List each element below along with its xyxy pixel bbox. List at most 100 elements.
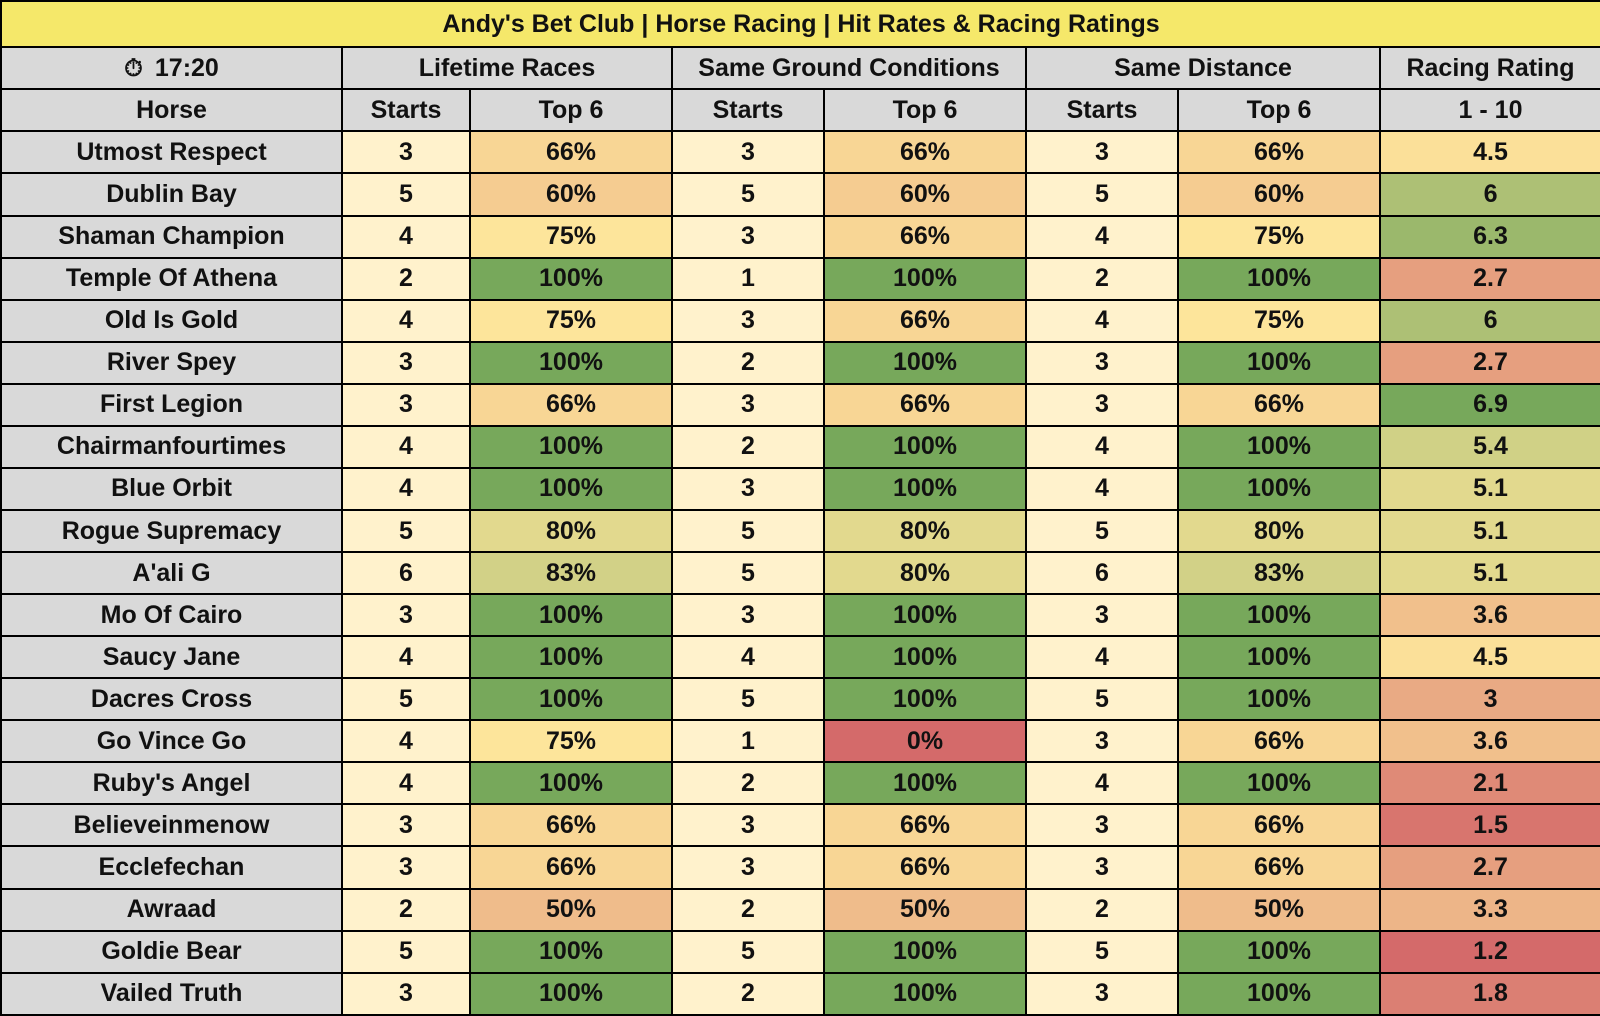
lifetime-top6-cell: 100% xyxy=(469,971,673,1016)
lifetime-starts-cell: 5 xyxy=(341,508,471,554)
racing-rating-cell: 5.1 xyxy=(1378,466,1600,511)
lifetime-starts-cell: 3 xyxy=(341,340,471,385)
ground-starts-cell: 2 xyxy=(671,971,825,1016)
ground-starts-cell: 3 xyxy=(671,466,825,511)
table-row: Utmost Respect 3 66% 3 66% 3 66% 4.5 xyxy=(0,130,1600,175)
lifetime-starts-cell: 3 xyxy=(341,845,471,890)
lifetime-top6-cell: 100% xyxy=(469,929,673,974)
horse-name-cell: Vailed Truth xyxy=(0,971,343,1016)
ground-top6-cell: 100% xyxy=(823,761,1027,806)
horse-name-cell: First Legion xyxy=(0,382,343,427)
lifetime-top6-cell: 75% xyxy=(469,298,673,343)
stopwatch-icon: ⏱ xyxy=(124,54,143,82)
horse-name-cell: A'ali G xyxy=(0,551,343,596)
ground-starts-cell: 3 xyxy=(671,845,825,890)
table-row: Dacres Cross 5 100% 5 100% 5 100% 3 xyxy=(0,677,1600,722)
distance-starts-cell: 5 xyxy=(1025,929,1179,974)
ground-top6-cell: 66% xyxy=(823,803,1027,848)
racing-rating-cell: 2.7 xyxy=(1378,256,1600,301)
group-lifetime-races: Lifetime Races xyxy=(341,46,673,91)
lifetime-top6-cell: 66% xyxy=(469,130,673,175)
ground-starts-cell: 5 xyxy=(671,551,825,596)
distance-top6-cell: 100% xyxy=(1177,466,1381,511)
horse-name-cell: Mo Of Cairo xyxy=(0,593,343,638)
table-row: Dublin Bay 5 60% 5 60% 5 60% 6 xyxy=(0,172,1600,217)
table-row: Believeinmenow 3 66% 3 66% 3 66% 1.5 xyxy=(0,803,1600,848)
horse-name-cell: Blue Orbit xyxy=(0,466,343,511)
horse-name-cell: Go Vince Go xyxy=(0,719,343,764)
distance-starts-cell: 3 xyxy=(1025,803,1179,848)
lifetime-starts-cell: 4 xyxy=(341,635,471,680)
ground-starts-cell: 3 xyxy=(671,214,825,259)
distance-top6-cell: 100% xyxy=(1177,761,1381,806)
horse-name-cell: Goldie Bear xyxy=(0,929,343,974)
racing-rating-cell: 5.4 xyxy=(1378,424,1600,469)
lifetime-starts-cell: 4 xyxy=(341,719,471,764)
group-same-distance: Same Distance xyxy=(1025,46,1381,91)
subheader-row: Horse Starts Top 6 Starts Top 6 Starts T… xyxy=(0,88,1600,133)
horse-name-cell: Shaman Champion xyxy=(0,214,343,259)
horse-name-cell: Saucy Jane xyxy=(0,635,343,680)
lifetime-starts-cell: 2 xyxy=(341,256,471,301)
ground-top6-cell: 66% xyxy=(823,382,1027,427)
table-row: Shaman Champion 4 75% 3 66% 4 75% 6.3 xyxy=(0,214,1600,259)
ground-top6-cell: 100% xyxy=(823,340,1027,385)
racing-rating-cell: 1.8 xyxy=(1378,971,1600,1016)
distance-starts-cell: 2 xyxy=(1025,887,1179,932)
lifetime-starts-header: Starts xyxy=(341,88,471,133)
racing-rating-cell: 5.1 xyxy=(1378,508,1600,554)
distance-top6-cell: 100% xyxy=(1177,635,1381,680)
lifetime-starts-cell: 2 xyxy=(341,887,471,932)
race-time-cell: ⏱ 17:20 xyxy=(0,46,343,91)
lifetime-top6-header: Top 6 xyxy=(469,88,673,133)
ground-top6-cell: 66% xyxy=(823,298,1027,343)
lifetime-top6-cell: 50% xyxy=(469,887,673,932)
lifetime-starts-cell: 3 xyxy=(341,803,471,848)
horse-name-cell: Dacres Cross xyxy=(0,677,343,722)
table-row: Ruby's Angel 4 100% 2 100% 4 100% 2.1 xyxy=(0,761,1600,806)
lifetime-starts-cell: 4 xyxy=(341,214,471,259)
racing-rating-cell: 4.5 xyxy=(1378,130,1600,175)
distance-top6-cell: 50% xyxy=(1177,887,1381,932)
lifetime-starts-cell: 5 xyxy=(341,677,471,722)
ground-starts-cell: 2 xyxy=(671,761,825,806)
lifetime-top6-cell: 66% xyxy=(469,382,673,427)
horse-name-cell: Ecclefechan xyxy=(0,845,343,890)
horse-name-cell: Utmost Respect xyxy=(0,130,343,175)
ground-top6-cell: 100% xyxy=(823,635,1027,680)
distance-top6-cell: 66% xyxy=(1177,845,1381,890)
distance-top6-header: Top 6 xyxy=(1177,88,1381,133)
distance-top6-cell: 100% xyxy=(1177,593,1381,638)
rating-range-header: 1 - 10 xyxy=(1378,88,1600,133)
lifetime-starts-cell: 6 xyxy=(341,551,471,596)
racing-rating-cell: 3.6 xyxy=(1378,719,1600,764)
lifetime-top6-cell: 66% xyxy=(469,845,673,890)
lifetime-top6-cell: 60% xyxy=(469,172,673,217)
distance-starts-cell: 3 xyxy=(1025,593,1179,638)
table-row: Temple Of Athena 2 100% 1 100% 2 100% 2.7 xyxy=(0,256,1600,301)
ground-top6-cell: 66% xyxy=(823,214,1027,259)
distance-starts-cell: 4 xyxy=(1025,424,1179,469)
ground-top6-header: Top 6 xyxy=(823,88,1027,133)
distance-starts-cell: 5 xyxy=(1025,172,1179,217)
racing-rating-cell: 6 xyxy=(1378,298,1600,343)
ground-top6-cell: 80% xyxy=(823,551,1027,596)
ground-top6-cell: 100% xyxy=(823,424,1027,469)
horse-name-cell: Believeinmenow xyxy=(0,803,343,848)
lifetime-starts-cell: 3 xyxy=(341,130,471,175)
lifetime-top6-cell: 100% xyxy=(469,340,673,385)
distance-starts-cell: 5 xyxy=(1025,677,1179,722)
ground-starts-cell: 5 xyxy=(671,929,825,974)
distance-top6-cell: 100% xyxy=(1177,256,1381,301)
ground-starts-cell: 3 xyxy=(671,298,825,343)
distance-starts-cell: 4 xyxy=(1025,214,1179,259)
racing-rating-cell: 3 xyxy=(1378,677,1600,722)
ground-top6-cell: 0% xyxy=(823,719,1027,764)
racing-rating-cell: 3.6 xyxy=(1378,593,1600,638)
lifetime-top6-cell: 100% xyxy=(469,424,673,469)
distance-top6-cell: 66% xyxy=(1177,803,1381,848)
distance-top6-cell: 100% xyxy=(1177,677,1381,722)
lifetime-top6-cell: 80% xyxy=(469,508,673,554)
ground-top6-cell: 100% xyxy=(823,466,1027,511)
